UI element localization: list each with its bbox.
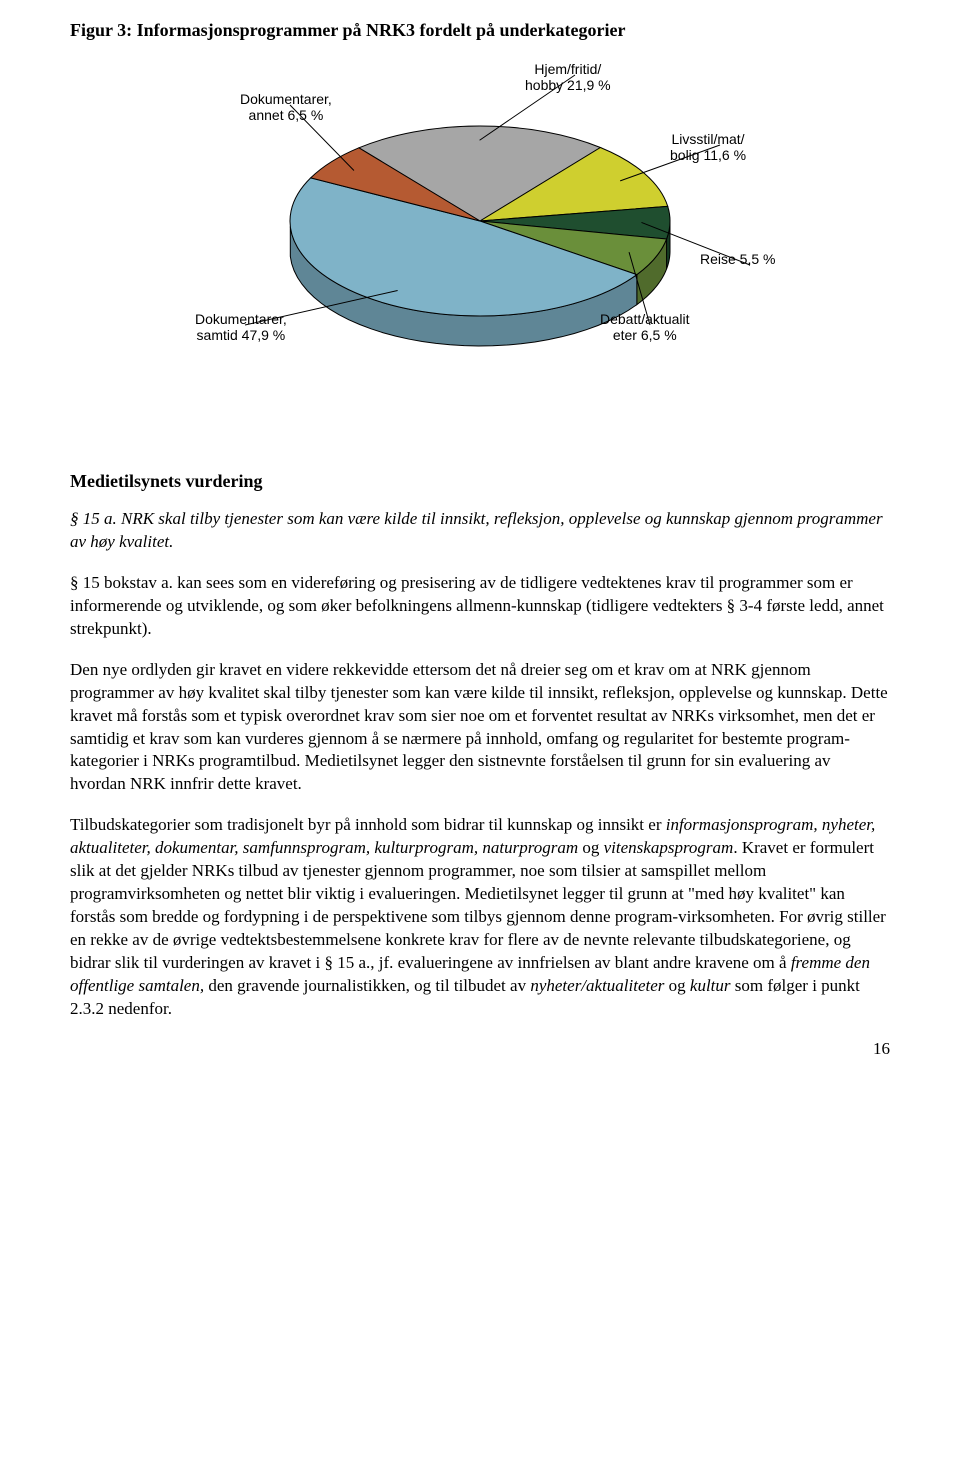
pie-slice-label: Livsstil/mat/bolig 11,6 %	[670, 131, 746, 163]
p4-italic-2: vitenskapsprogram	[604, 838, 734, 857]
pie-chart: Hjem/fritid/hobby 21,9 % Livsstil/mat/bol…	[140, 51, 820, 431]
paragraph-3: Den nye ordlyden gir kravet en videre re…	[70, 659, 890, 797]
p4-text: og	[664, 976, 690, 995]
p4-text: . Kravet er formulert slik at det gjelde…	[70, 838, 886, 972]
paragraph-quote: § 15 a. NRK skal tilby tjenester som kan…	[70, 508, 890, 554]
pie-slice-label: Dokumentarer,annet 6,5 %	[240, 91, 332, 123]
p4-text: og	[578, 838, 604, 857]
paragraph-2: § 15 bokstav a. kan sees som en viderefø…	[70, 572, 890, 641]
figure-title: Figur 3: Informasjonsprogrammer på NRK3 …	[70, 20, 890, 41]
pie-slice-label: Dokumentarer,samtid 47,9 %	[195, 311, 287, 343]
page-number: 16	[70, 1039, 890, 1059]
paragraph-4: Tilbudskategorier som tradisjonelt byr p…	[70, 814, 890, 1020]
section-heading: Medietilsynets vurdering	[70, 471, 890, 492]
p4-text: Tilbudskategorier som tradisjonelt byr p…	[70, 815, 666, 834]
p4-text: den gravende journalistikken, og til til…	[204, 976, 530, 995]
pie-slice-label: Debatt/aktualiteter 6,5 %	[600, 311, 690, 343]
p4-italic-4: nyheter/aktualiteter	[530, 976, 664, 995]
pie-slice-label: Hjem/fritid/hobby 21,9 %	[525, 61, 611, 93]
pie-slice-label: Reise 5,5 %	[700, 251, 775, 267]
p4-italic-5: kultur	[690, 976, 731, 995]
